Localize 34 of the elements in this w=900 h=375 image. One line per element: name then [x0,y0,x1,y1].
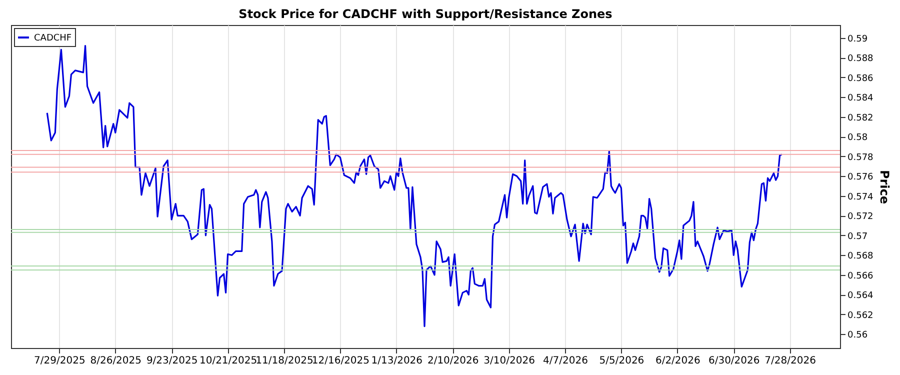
x-tick-label: 8/26/2025 [90,356,142,366]
y-tick-label: 0.574 [848,192,874,202]
y-tick-label: 0.584 [848,94,874,104]
y-tick-label: 0.562 [848,310,874,321]
x-tick-label: 6/30/2026 [708,356,760,366]
y-tick-label: 0.566 [848,271,874,282]
y-tick-label: 0.576 [848,172,874,183]
y-tick-label: 0.586 [848,74,874,84]
y-tick-label: 0.564 [848,291,874,302]
y-tick-label: 0.578 [848,152,874,163]
y-tick-label: 0.59 [848,34,868,44]
x-tick-label: 1/13/2026 [371,356,423,366]
x-tick-label: 12/16/2025 [312,356,370,366]
x-tick-label: 4/7/2026 [543,356,588,366]
y-tick-label: 0.572 [848,212,874,222]
x-tick-label: 6/2/2026 [655,356,700,366]
x-tick-label: 7/28/2026 [764,356,816,366]
y-tick-label: 0.56 [848,330,868,341]
line-series [46,44,783,328]
x-tick-label: 7/29/2025 [34,356,86,366]
x-tick-label: 2/10/2026 [427,356,479,366]
chart-title: Stock Price for CADCHF with Support/Resistance Zones [238,7,612,21]
y-tick-label: 0.568 [848,252,874,262]
x-tick-label: 10/21/2025 [199,356,258,366]
x-tick-label: 3/10/2026 [484,356,535,366]
y-tick-label: 0.58 [848,133,868,144]
legend-label: CADCHF [34,34,72,44]
y-tick-label: 0.582 [848,113,874,124]
x-tick-label: 11/18/2025 [256,356,314,366]
y-axis-title: Price [877,170,892,204]
y-tick-label: 0.588 [848,54,874,64]
y-tick-label: 0.57 [848,232,868,242]
x-tick-label: 5/5/2026 [599,356,644,366]
x-tick-label: 9/23/2025 [146,356,198,366]
